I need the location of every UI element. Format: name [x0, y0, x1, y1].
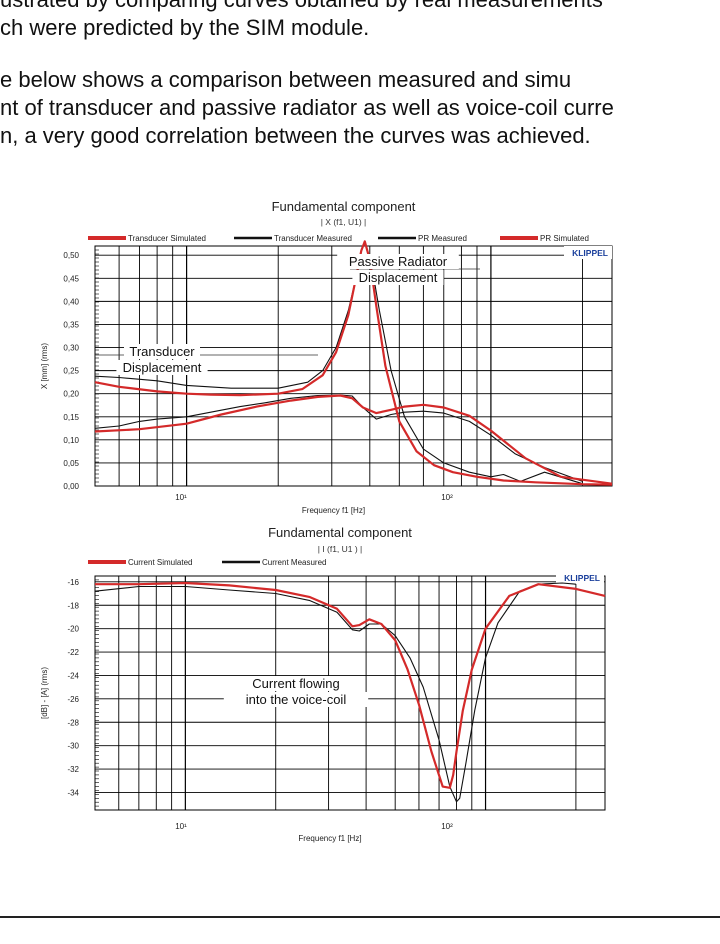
y-tick-label: -30	[67, 742, 79, 751]
y-tick-label: -28	[67, 718, 79, 727]
annotation-text: Displacement	[123, 360, 202, 375]
y-tick-label: -34	[67, 788, 79, 797]
y-axis-label: X [mm] (rms)	[40, 343, 49, 390]
y-tick-label: 0,45	[63, 274, 79, 283]
brand-background	[556, 571, 604, 584]
x-tick-label: 10¹	[175, 822, 187, 831]
legend-label-1: Transducer Measured	[274, 234, 352, 243]
annotation-text: Displacement	[359, 270, 438, 285]
y-tick-label: 0,20	[63, 390, 79, 399]
annotation-background	[116, 360, 208, 375]
y-tick-label: -32	[67, 765, 79, 774]
x-axis-label: Frequency f1 [Hz]	[298, 834, 361, 843]
y-tick-label: 0,10	[63, 436, 79, 445]
x-tick-label: 10²	[441, 822, 453, 831]
annotation-background	[239, 676, 353, 691]
annotation-text: Passive Radiator	[349, 254, 448, 269]
y-tick-label: -24	[67, 671, 79, 680]
chart-subtitle: | I (f1, U1 ) |	[318, 544, 363, 554]
description-line-3: n, a very good correlation between the c…	[0, 123, 591, 148]
chart-title: Fundamental component	[272, 199, 416, 214]
y-tick-label: 0,15	[63, 413, 79, 422]
annotation-text: Current flowing	[252, 676, 339, 691]
annotation-background	[223, 692, 369, 707]
displacement-chart: Fundamental component | X (f1, U1) | Trans…	[40, 199, 613, 515]
y-tick-label: 0,40	[63, 297, 79, 306]
annotation-text: into the voice-coil	[246, 692, 347, 707]
intro-line-1: ustrated by comparing curves obtained by…	[0, 0, 603, 14]
legend-label-1: Current Measured	[262, 558, 326, 567]
y-tick-label: -18	[67, 601, 79, 610]
chart-subtitle: | X (f1, U1) |	[321, 217, 367, 227]
intro-paragraph: ustrated by comparing curves obtained by…	[0, 0, 603, 42]
annotation-background	[352, 270, 444, 285]
description-line-2: nt of transducer and passive radiator as…	[0, 95, 614, 120]
page-divider	[0, 916, 720, 918]
annotation-background	[124, 344, 200, 359]
legend-label-2: PR Measured	[418, 234, 467, 243]
y-tick-label: -26	[67, 695, 79, 704]
brand-logo: KLIPPEL	[572, 248, 608, 258]
intro-line-2: ch were predicted by the SIM module.	[0, 15, 370, 40]
y-tick-label: 0,25	[63, 367, 79, 376]
x-axis-label: Frequency f1 [Hz]	[302, 506, 365, 515]
current-chart: Fundamental component | I (f1, U1 ) | Curr…	[40, 525, 606, 843]
legend-label-0: Current Simulated	[128, 558, 192, 567]
legend-label-0: Transducer Simulated	[128, 234, 206, 243]
x-tick-label: 10²	[441, 493, 453, 502]
series-line-0	[95, 581, 606, 789]
series-line-3	[94, 240, 613, 486]
description-line-1: e below shows a comparison between measu…	[0, 67, 572, 92]
y-tick-label: 0,30	[63, 344, 79, 353]
chart-title: Fundamental component	[268, 525, 412, 540]
y-tick-label: 0,35	[63, 320, 79, 329]
y-tick-label: -22	[67, 648, 79, 657]
series-line-0	[94, 394, 613, 485]
annotation-background	[337, 254, 459, 269]
y-tick-label: -20	[67, 625, 79, 634]
y-tick-label: 0,50	[63, 251, 79, 260]
annotation-text: Transducer	[129, 344, 195, 359]
y-tick-label: 0,05	[63, 459, 79, 468]
figure-description-paragraph: e below shows a comparison between measu…	[0, 66, 614, 150]
legend-label-3: PR Simulated	[540, 234, 589, 243]
brand-logo: KLIPPEL	[564, 573, 600, 583]
series-line-1	[94, 394, 583, 482]
x-tick-label: 10¹	[175, 493, 187, 502]
y-axis-label: [dB] - [A] (rms)	[40, 667, 49, 719]
y-tick-label: 0,00	[63, 482, 79, 491]
series-line-1	[94, 582, 576, 803]
brand-background	[564, 246, 612, 259]
y-tick-label: -16	[67, 578, 79, 587]
